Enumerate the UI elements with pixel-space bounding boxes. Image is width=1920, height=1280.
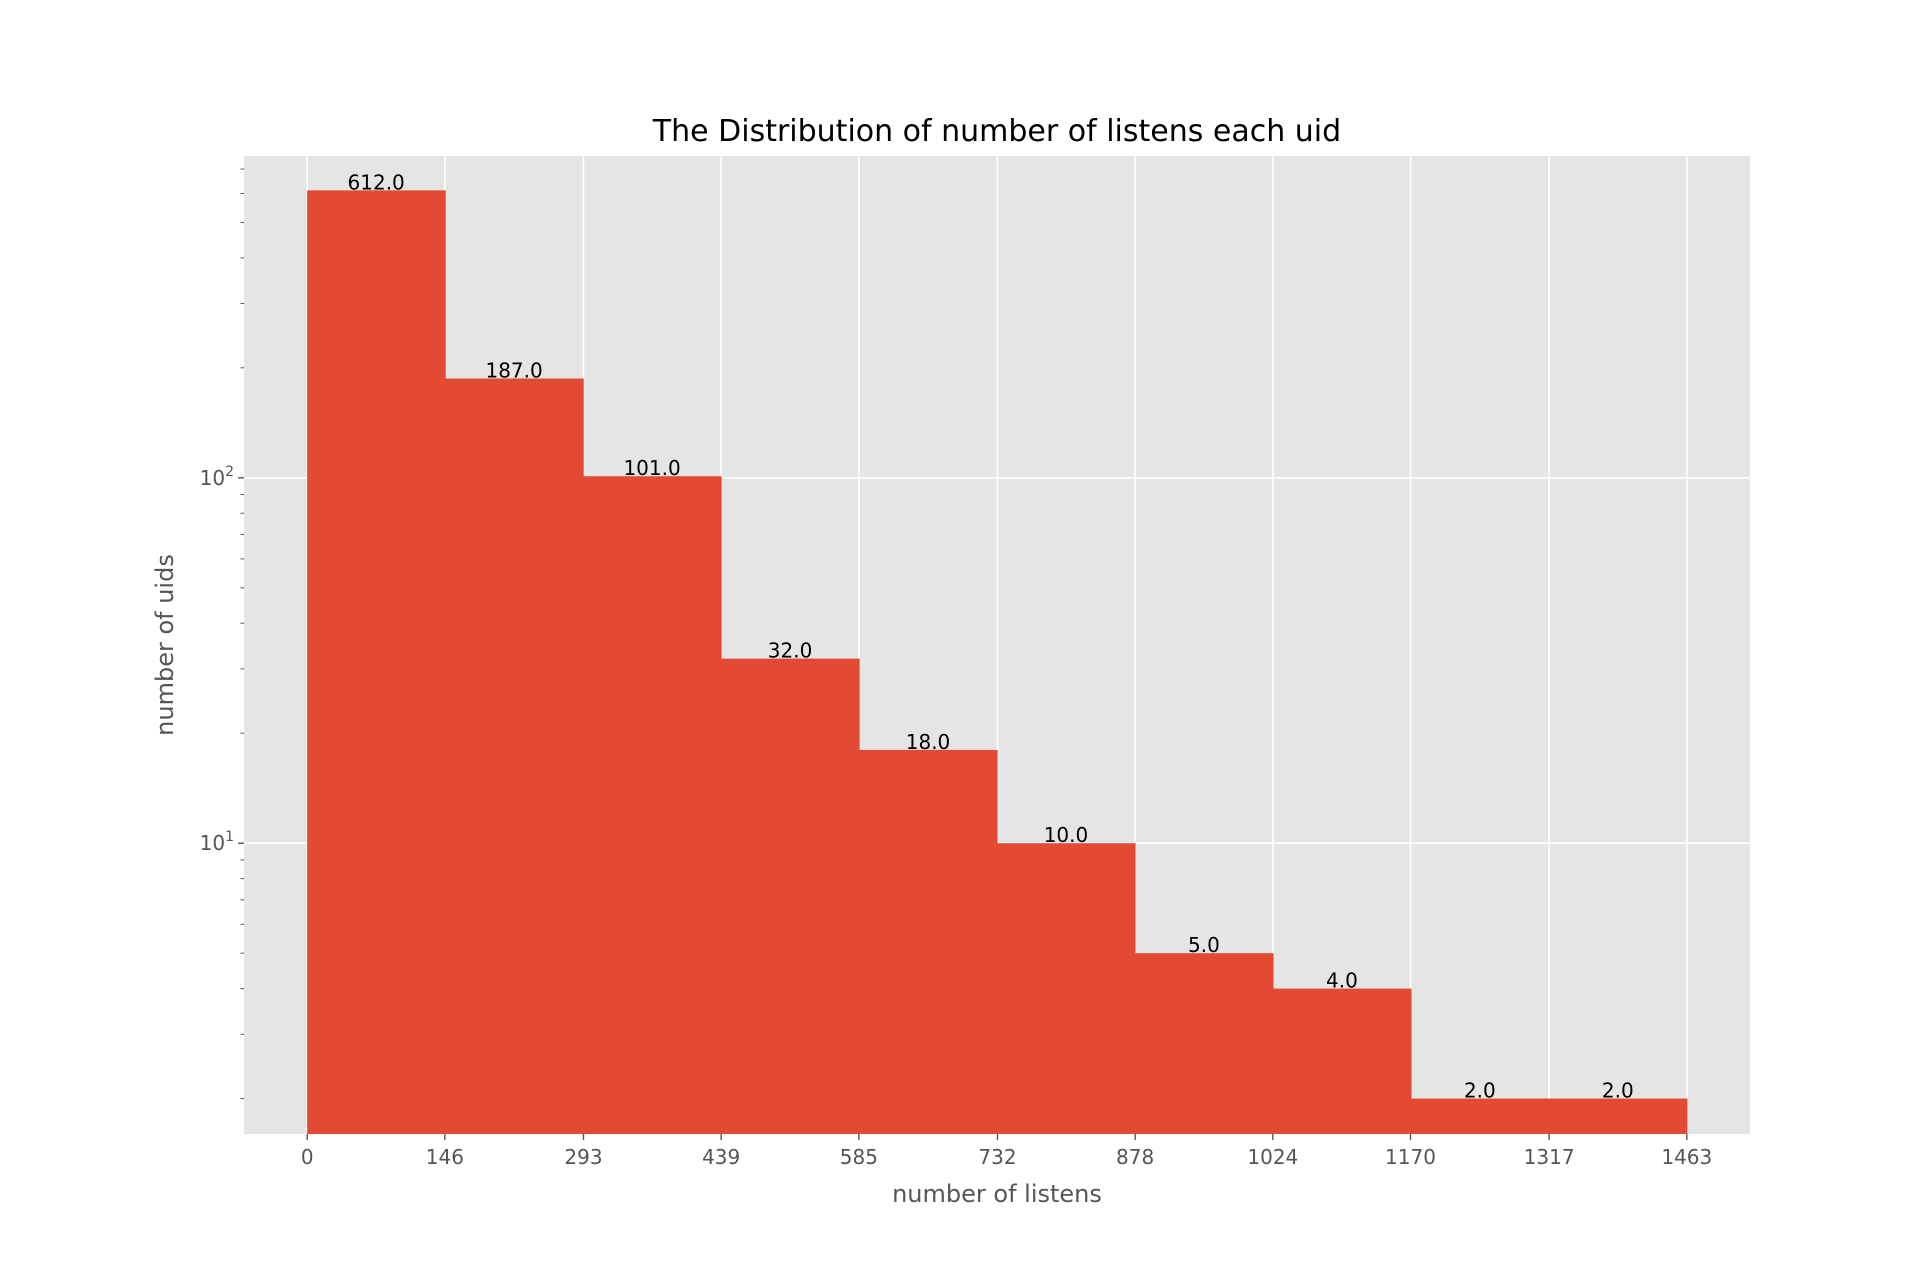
histogram-bar — [1548, 1098, 1688, 1134]
bar-value-labels: 612.0 187.0 101.0 32.0 18.0 10.0 5.0 4.0 2.0 2.0 — [348, 170, 1634, 1102]
x-tick-label: 585 — [840, 1145, 878, 1169]
chart-title: The Distribution of number of listens ea… — [652, 114, 1341, 149]
bar-value-label: 4.0 — [1326, 969, 1358, 993]
histogram-bar — [859, 749, 998, 1134]
x-tick-label: 1317 — [1524, 1145, 1575, 1169]
x-tick-label: 1170 — [1385, 1145, 1436, 1169]
x-tick-label: 1024 — [1247, 1145, 1298, 1169]
histogram-bar — [583, 476, 722, 1134]
histogram-bar — [1410, 1098, 1550, 1134]
bar-value-label: 5.0 — [1188, 933, 1220, 957]
y-tick-label: 102 — [200, 464, 234, 490]
histogram-bars — [307, 190, 1688, 1135]
histogram-bar — [997, 843, 1136, 1134]
bar-value-label: 32.0 — [768, 639, 813, 663]
bar-value-label: 2.0 — [1602, 1079, 1634, 1103]
x-tick-label: 732 — [978, 1145, 1016, 1169]
x-tick-label: 439 — [702, 1145, 740, 1169]
bar-value-label: 2.0 — [1464, 1079, 1496, 1103]
x-tick-label: 878 — [1116, 1145, 1154, 1169]
bar-value-label: 10.0 — [1044, 823, 1089, 847]
bar-value-label: 187.0 — [485, 359, 542, 383]
x-axis-label: number of listens — [892, 1180, 1102, 1208]
x-tick-label: 0 — [301, 1145, 314, 1169]
x-tick-label: 146 — [426, 1145, 464, 1169]
x-axis-ticks: 0 146 293 439 585 732 878 1024 1170 1317 1463 — [301, 1134, 1712, 1169]
histogram-bar — [445, 378, 584, 1134]
x-tick-label: 1463 — [1661, 1145, 1712, 1169]
histogram-bar — [721, 658, 860, 1134]
y-axis-ticks: 101 102 — [200, 168, 244, 1100]
histogram-bar — [1272, 988, 1412, 1134]
bar-value-label: 18.0 — [906, 730, 951, 754]
y-axis-label: number of uids — [151, 554, 179, 736]
bar-value-label: 101.0 — [623, 456, 680, 480]
x-tick-label: 293 — [564, 1145, 602, 1169]
histogram-bar — [307, 190, 446, 1135]
histogram-bar — [1134, 953, 1274, 1134]
y-tick-label: 101 — [200, 829, 234, 855]
bar-value-label: 612.0 — [348, 170, 405, 194]
